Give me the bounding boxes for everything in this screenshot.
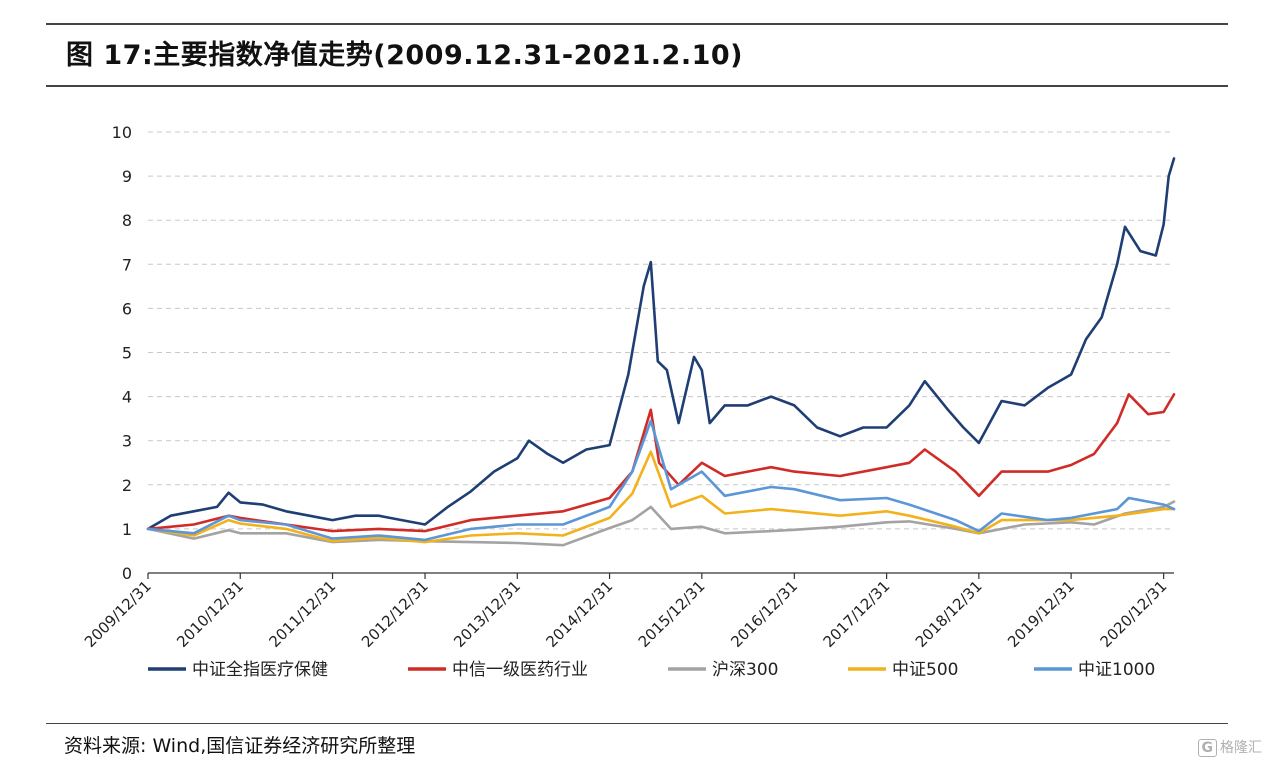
series-line-3 <box>146 450 1176 544</box>
y-tick-label: 3 <box>122 432 132 451</box>
x-tick-label: 2020/12/31 <box>1097 577 1171 651</box>
source-rule <box>46 723 1228 724</box>
line-chart: 0 1 2 3 4 5 6 7 8 9 10 2009/12/31 2010/12/31 2011/12… <box>81 123 1176 680</box>
x-tick-label: 2016/12/31 <box>727 577 801 651</box>
series-line-1 <box>146 393 1176 533</box>
x-tick-label: 2015/12/31 <box>635 577 709 651</box>
x-tick-label: 2019/12/31 <box>1004 577 1078 651</box>
series-line-4 <box>146 419 1176 542</box>
y-tick-label: 2 <box>122 476 132 495</box>
x-tick-label: 2010/12/31 <box>173 577 247 651</box>
series-lines <box>146 157 1176 547</box>
y-tick-label: 10 <box>112 123 132 142</box>
x-tick-label: 2013/12/31 <box>450 577 524 651</box>
x-tick-label: 2018/12/31 <box>912 577 986 651</box>
source-note: 资料来源: Wind,国信证券经济研究所整理 <box>64 735 416 757</box>
legend-label: 中证1000 <box>1078 660 1155 680</box>
watermark: G 格隆汇 <box>1197 737 1262 757</box>
y-tick-label: 1 <box>122 520 132 539</box>
series-line-2 <box>146 500 1176 547</box>
watermark-text: 格隆汇 <box>1220 740 1262 756</box>
y-tick-label: 7 <box>122 255 132 274</box>
legend-label: 沪深300 <box>712 660 778 680</box>
y-tick-label: 5 <box>122 344 132 363</box>
title-rule <box>46 85 1228 87</box>
gridlines <box>148 131 1174 530</box>
legend-label: 中证500 <box>892 660 958 680</box>
x-tick-label: 2009/12/31 <box>81 577 155 651</box>
y-axis-ticks: 0 1 2 3 4 5 6 7 8 9 10 <box>112 123 132 583</box>
x-axis: 2009/12/31 2010/12/31 2011/12/31 2012/12/31… <box>81 572 1174 651</box>
y-tick-label: 4 <box>122 388 132 407</box>
legend-label: 中证全指医疗保健 <box>192 660 328 680</box>
y-tick-label: 8 <box>122 211 132 230</box>
x-tick-label: 2011/12/31 <box>265 577 339 651</box>
top-rule <box>46 23 1228 25</box>
figure-title: 图 17:主要指数净值走势(2009.12.31-2021.2.10) <box>66 40 743 71</box>
x-tick-label: 2014/12/31 <box>543 577 617 651</box>
x-tick-label: 2012/12/31 <box>358 577 432 651</box>
watermark-logo-icon: G <box>1197 739 1217 757</box>
legend-label: 中信一级医药行业 <box>452 660 588 680</box>
y-tick-label: 9 <box>122 167 132 186</box>
y-tick-label: 0 <box>122 564 132 583</box>
y-tick-label: 6 <box>122 299 132 318</box>
legend: 中证全指医疗保健 中信一级医药行业 沪深300 中证500 中证1000 <box>148 660 1155 680</box>
x-tick-label: 2017/12/31 <box>820 577 894 651</box>
series-line-0 <box>146 157 1176 531</box>
